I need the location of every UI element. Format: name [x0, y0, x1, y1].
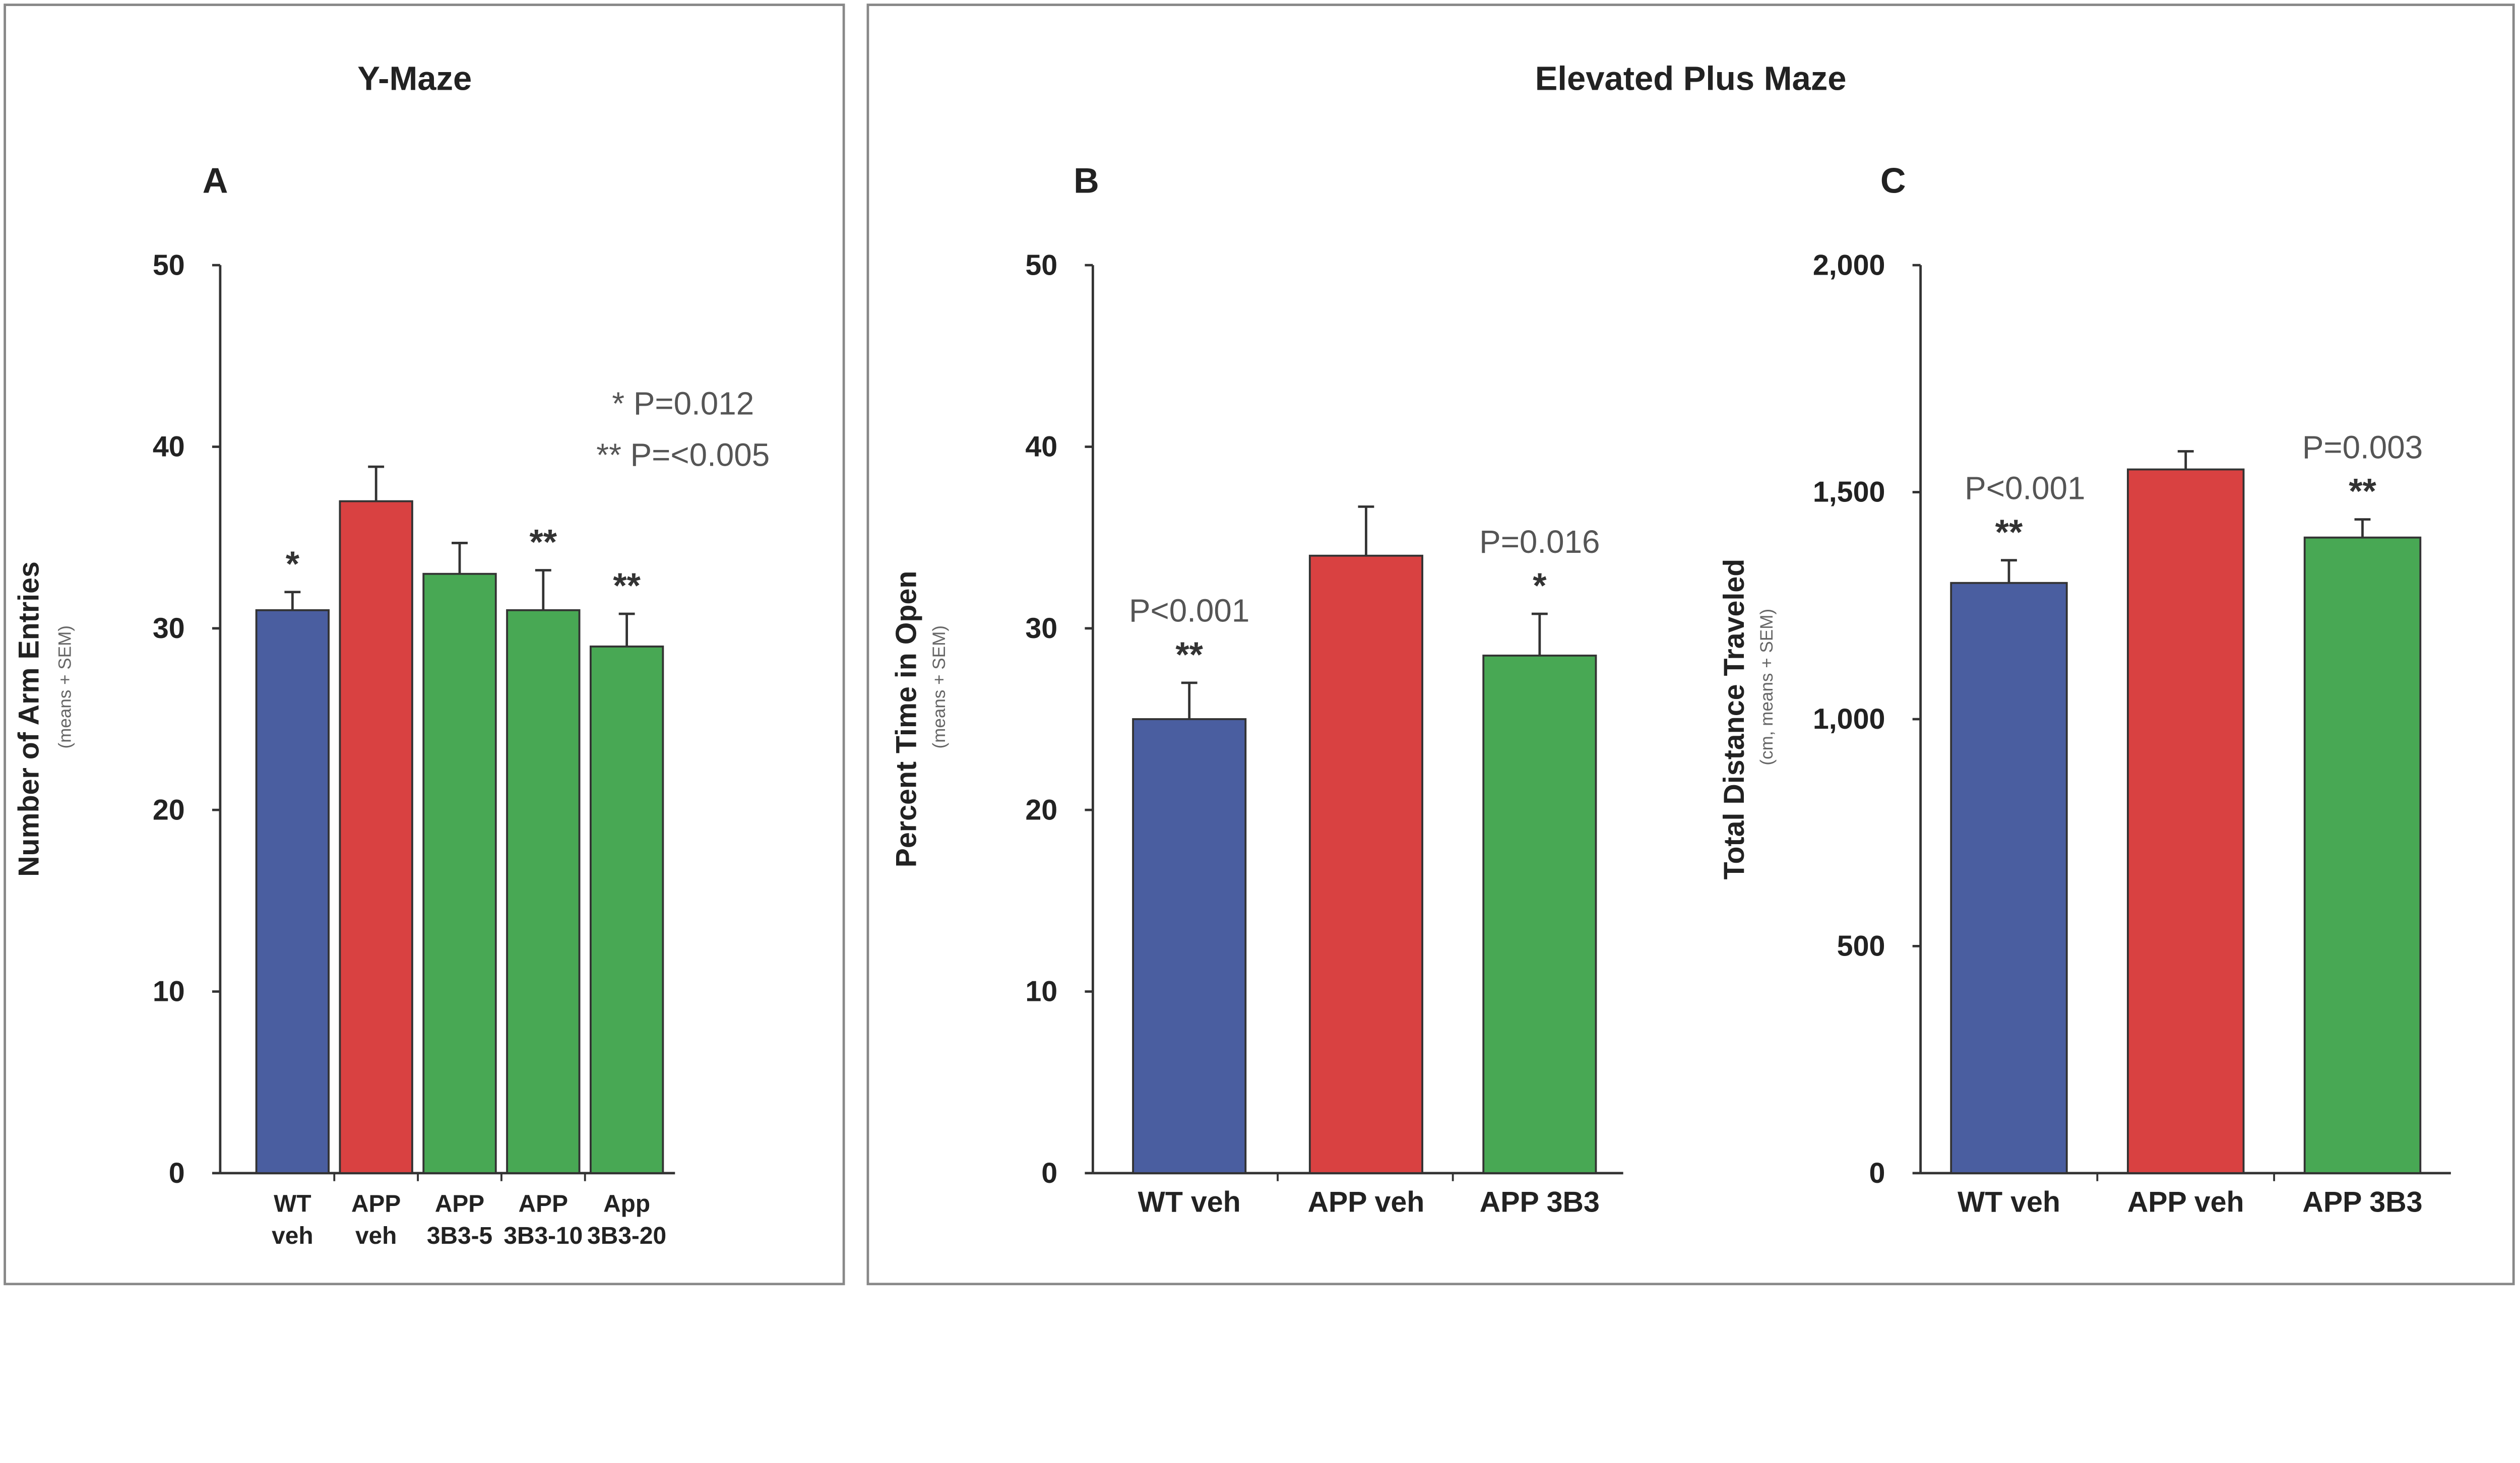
significance-legend: ** P=<0.005 [596, 437, 770, 473]
significance-stars: * [286, 544, 300, 584]
y-tick-label: 500 [1837, 930, 1885, 963]
y-tick-label: 20 [153, 794, 185, 826]
y-tick-label: 10 [153, 976, 185, 1008]
y-tick-label: 30 [1025, 612, 1057, 645]
y-axis-label: Percent Time in Open [891, 571, 923, 868]
y-tick-label: 1,000 [1813, 703, 1885, 735]
y-axis-label: Number of Arm Entries [13, 561, 45, 877]
x-tick-label: APP [435, 1190, 484, 1217]
bar [1308, 554, 1423, 1174]
y-axis-sublabel: (cm, means + SEM) [1757, 609, 1777, 766]
chart-a: A Number of Arm Entries (means + SEM) 0 10 20… [13, 161, 770, 1249]
significance-stars: ** [2349, 471, 2376, 511]
chart-c: C Total Distance Traveled (cm, means + SEM… [1718, 161, 2451, 1218]
y-tick-label: 2,000 [1813, 249, 1885, 281]
left-panel-frame [4, 4, 845, 1286]
bar [2303, 536, 2422, 1174]
panel-label: C [1880, 161, 1906, 201]
epm-title: Elevated Plus Maze [1535, 60, 1847, 98]
p-value-label: P=0.003 [2302, 429, 2423, 465]
x-tick-label: WT [274, 1190, 311, 1217]
bar [339, 500, 413, 1174]
y-tick-label: 0 [169, 1157, 185, 1189]
significance-stars: ** [1175, 634, 1203, 674]
figure: Y-Maze Elevated Plus Maze A Number of Arm… [4, 4, 2515, 1286]
y-tick-label: 10 [1025, 976, 1057, 1008]
y-tick-label: 1,500 [1813, 476, 1885, 508]
bar [1950, 582, 2068, 1174]
y-tick-label: 30 [153, 612, 185, 645]
x-tick-label: 3B3-20 [587, 1223, 666, 1249]
x-tick-label: WT veh [1958, 1186, 2060, 1218]
x-tick-label: veh [355, 1223, 397, 1249]
y-tick-label: 40 [153, 431, 185, 463]
p-value-label: P=0.016 [1479, 524, 1600, 560]
x-tick-label: App [603, 1190, 650, 1217]
y-tick-label: 50 [1025, 249, 1057, 281]
x-tick-label: APP 3B3 [1480, 1186, 1600, 1218]
y-maze-title: Y-Maze [357, 60, 472, 98]
bar [1132, 718, 1247, 1174]
y-tick-label: 50 [153, 249, 185, 281]
significance-stars: ** [530, 522, 557, 562]
significance-stars: * [1533, 565, 1547, 605]
bar [255, 609, 330, 1174]
y-axis-sublabel: (means + SEM) [929, 625, 949, 749]
right-panel-frame [866, 4, 2515, 1286]
x-tick-label: 3B3-10 [503, 1223, 583, 1249]
bar [2127, 468, 2245, 1174]
chart-b: B Percent Time in Open (means + SEM) 0 10 20 3… [891, 161, 1623, 1218]
bar [506, 609, 581, 1174]
x-tick-label: 3B3-5 [427, 1223, 492, 1249]
y-axis-label: Total Distance Traveled [1718, 559, 1750, 880]
x-tick-label: APP veh [1308, 1186, 1425, 1218]
panel-label: B [1074, 161, 1099, 201]
bar [422, 573, 497, 1174]
significance-stars: ** [613, 565, 641, 605]
x-tick-label: WT veh [1138, 1186, 1241, 1218]
y-tick-label: 0 [1041, 1157, 1057, 1189]
panel-label: A [203, 161, 228, 201]
x-tick-label: veh [272, 1223, 313, 1249]
p-value-label: P<0.001 [1129, 593, 1249, 629]
y-tick-label: 40 [1025, 431, 1057, 463]
y-tick-label: 0 [1869, 1157, 1885, 1189]
bar [589, 645, 664, 1174]
x-tick-label: APP [519, 1190, 568, 1217]
x-tick-label: APP 3B3 [2302, 1186, 2422, 1218]
bar [1482, 654, 1597, 1174]
x-tick-label: APP veh [2127, 1186, 2244, 1218]
significance-legend: * P=0.012 [612, 386, 754, 422]
y-axis-sublabel: (means + SEM) [55, 625, 75, 749]
significance-stars: ** [1995, 512, 2023, 552]
y-tick-label: 20 [1025, 794, 1057, 826]
p-value-label: P<0.001 [1965, 470, 2085, 506]
x-tick-label: APP [351, 1190, 401, 1217]
